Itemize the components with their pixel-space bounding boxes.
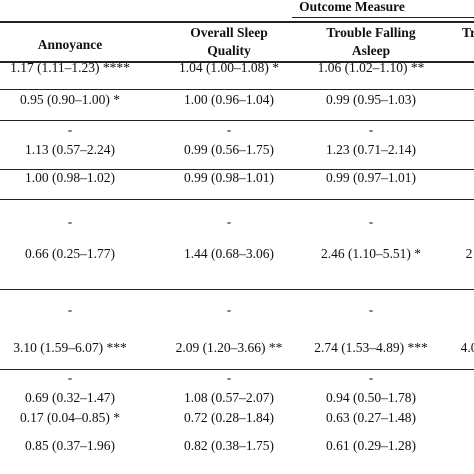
table-cell: 2.09 (1.20–3.66) ** <box>175 340 283 355</box>
table-cell: - <box>226 302 232 317</box>
table-cell: - <box>368 302 374 317</box>
table-cell: 2.74 (1.53–4.89) *** <box>314 340 428 355</box>
table-cell: 0.94 (0.50–1.78) <box>326 390 416 405</box>
spanner-rule <box>292 17 474 18</box>
header-bottom-rule <box>0 61 474 63</box>
table-cell: 1.17 (1.11–1.23) **** <box>10 60 130 75</box>
row-divider <box>0 120 474 121</box>
table-cell: 0.99 (0.97–1.01) <box>326 170 416 185</box>
table-cell: 0.72 (0.28–1.84) <box>184 410 274 425</box>
table-cell: 0.63 (0.27–1.48) <box>326 410 416 425</box>
table-cell: 1.06 (1.02–1.10) ** <box>317 60 425 75</box>
row-divider <box>0 89 474 90</box>
table-cell: - <box>368 370 374 385</box>
table-cell: 1.00 (0.96–1.04) <box>184 92 274 107</box>
column-header: Trouble Falling <box>326 25 416 40</box>
table-cell: - <box>368 214 374 229</box>
table-cell: 1.23 (0.71–2.14) <box>326 142 416 157</box>
table-cell: - <box>226 122 232 137</box>
table-cell: - <box>67 370 73 385</box>
table-cell: 0.99 (0.98–1.01) <box>184 170 274 185</box>
table-cell: - <box>368 122 374 137</box>
table-cell: - <box>67 122 73 137</box>
table-cell: - <box>67 302 73 317</box>
table-cell: 1.08 (0.57–2.07) <box>184 390 274 405</box>
row-divider <box>0 199 474 200</box>
row-divider <box>0 169 474 170</box>
table-cell: 0.17 (0.04–0.85) * <box>19 410 121 425</box>
table-cell: 1.04 (1.00–1.08) * <box>178 60 280 75</box>
table-cell: 1.44 (0.68–3.06) <box>184 246 274 261</box>
table-cell: 0.95 (0.90–1.00) * <box>19 92 121 107</box>
table-cell: 2 <box>465 246 473 261</box>
table-cell: 1.00 (0.98–1.02) <box>25 170 115 185</box>
header-top-rule <box>0 21 474 23</box>
column-header: Quality <box>207 43 251 58</box>
row-divider <box>0 369 474 370</box>
table-cell: 4.0 <box>460 340 474 355</box>
table-cell: 3.10 (1.59–6.07) *** <box>13 340 127 355</box>
table-cell: - <box>226 214 232 229</box>
column-header: Overall Sleep <box>190 25 268 40</box>
table-cell: - <box>226 370 232 385</box>
table-cell: 0.66 (0.25–1.77) <box>25 246 115 261</box>
table-cell: - <box>67 214 73 229</box>
row-divider <box>0 289 474 290</box>
table-cell: 0.85 (0.37–1.96) <box>25 438 115 453</box>
table-cell: 0.61 (0.29–1.28) <box>326 438 416 453</box>
column-header: Annoyance <box>37 37 103 52</box>
table-cell: 0.99 (0.56–1.75) <box>184 142 274 157</box>
table-cell: 2.46 (1.10–5.51) * <box>320 246 422 261</box>
table-cell: 0.99 (0.95–1.03) <box>326 92 416 107</box>
table-cell: 0.69 (0.32–1.47) <box>25 390 115 405</box>
column-header: Asleep <box>351 43 391 58</box>
table-cell: 0.82 (0.38–1.75) <box>184 438 274 453</box>
column-header: Tr <box>462 25 474 40</box>
table-cell: 1.13 (0.57–2.24) <box>25 142 115 157</box>
spanner-header: Outcome Measure <box>299 0 405 14</box>
